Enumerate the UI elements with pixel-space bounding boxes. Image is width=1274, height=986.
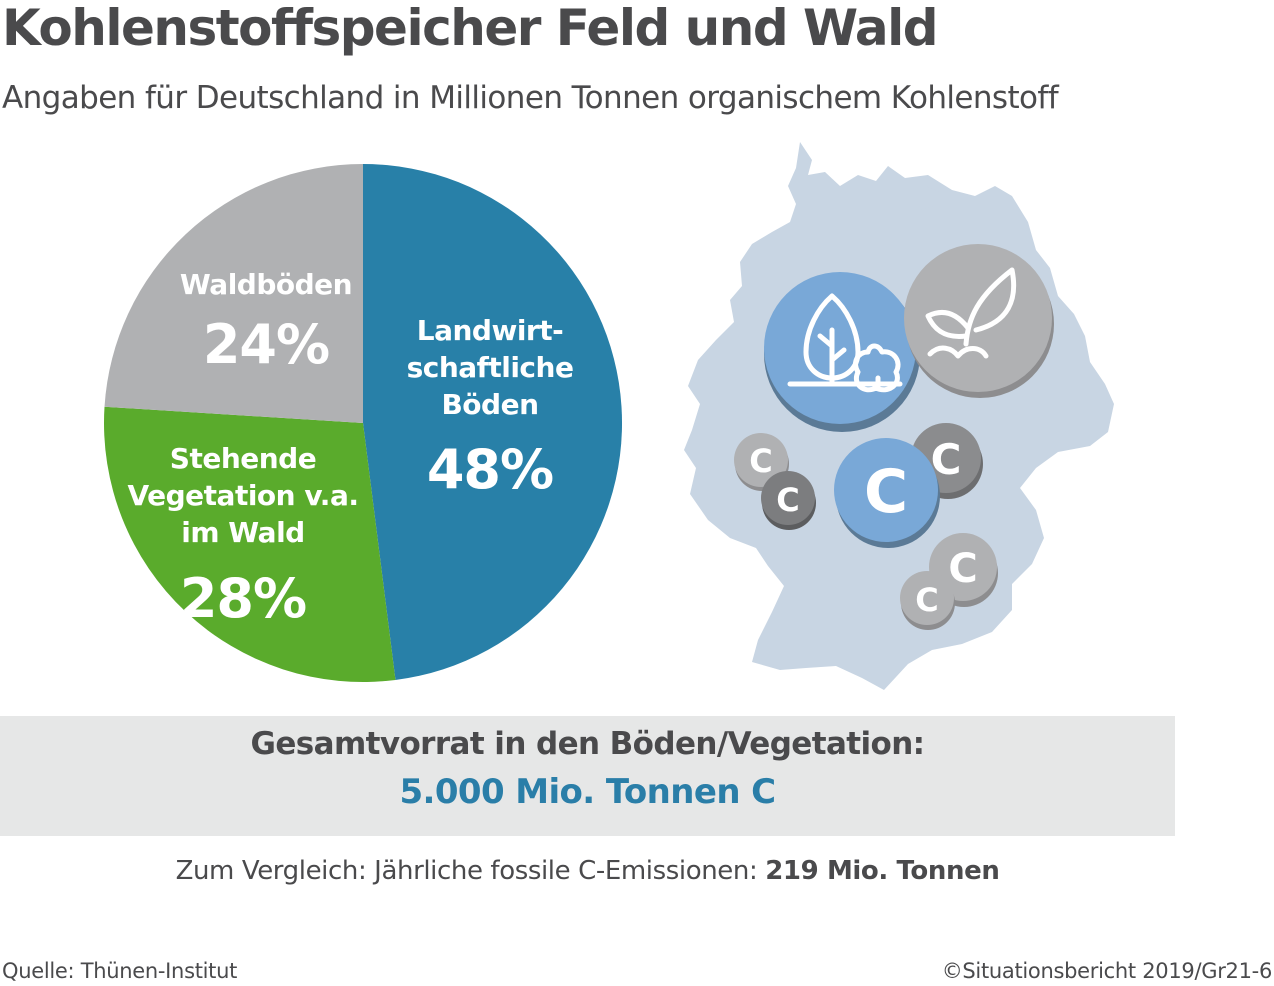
carbon-symbol: C: [948, 546, 977, 592]
slice-label: Stehende: [170, 442, 316, 475]
slice-label: im Wald: [181, 516, 304, 549]
coin-small-4: C: [900, 571, 955, 630]
slice-label: Landwirt-: [417, 314, 564, 347]
chart-canvas: Landwirt-schaftliche Böden 48% Stehende Vege…: [103, 142, 1114, 690]
carbon-symbol: C: [776, 481, 799, 519]
pie-labels: Landwirt-schaftliche Böden 48% Stehende Vege…: [128, 268, 574, 630]
slice-label: Waldböden: [180, 268, 352, 301]
carbon-symbol: C: [915, 581, 938, 619]
carbon-symbol: C: [749, 442, 772, 480]
chart-title: Kohlenstoffspeicher Feld und Wald: [2, 0, 939, 57]
coin-small-2: C: [761, 471, 816, 530]
slice-label: Vegetation v.a.: [128, 479, 359, 512]
pie-slice: [363, 164, 623, 680]
tree-icon: [787, 293, 903, 393]
forest-circle: [764, 272, 920, 432]
pie-slice: [104, 164, 363, 423]
pie-slice: [103, 406, 396, 683]
coin-blue-large: C: [834, 438, 940, 548]
slice-label: Böden: [441, 388, 538, 421]
slice-label: schaftliche: [407, 351, 574, 384]
island-shape: [912, 186, 940, 210]
comparison-note: Zum Vergleich: Jährliche fossile C-Emiss…: [0, 856, 1175, 886]
pie-chart: [103, 164, 623, 683]
source-note: Quelle: Thünen-Institut: [2, 959, 238, 983]
total-box: [0, 716, 1175, 836]
total-value: 5.000 Mio. Tonnen C: [399, 772, 776, 812]
comparison-prefix: Zum Vergleich: Jährliche fossile C-Emiss…: [175, 856, 766, 886]
germany-map: [684, 142, 1114, 690]
total-label: Gesamtvorrat in den Böden/Vegetation:: [250, 726, 926, 762]
chart-subtitle: Angaben für Deutschland in Millionen Ton…: [2, 80, 1059, 116]
slice-percentage: 24%: [203, 313, 329, 376]
agri-circle: [904, 244, 1054, 398]
carbon-symbol: C: [864, 457, 908, 527]
comparison-value: 219 Mio. Tonnen: [765, 856, 1000, 886]
slice-percentage: 28%: [180, 567, 306, 630]
seedling-icon: [925, 267, 1017, 359]
copyright-note: ©Situationsbericht 2019/Gr21-6: [941, 959, 1273, 983]
slice-percentage: 48%: [427, 438, 553, 501]
germany-shape: [684, 142, 1114, 690]
